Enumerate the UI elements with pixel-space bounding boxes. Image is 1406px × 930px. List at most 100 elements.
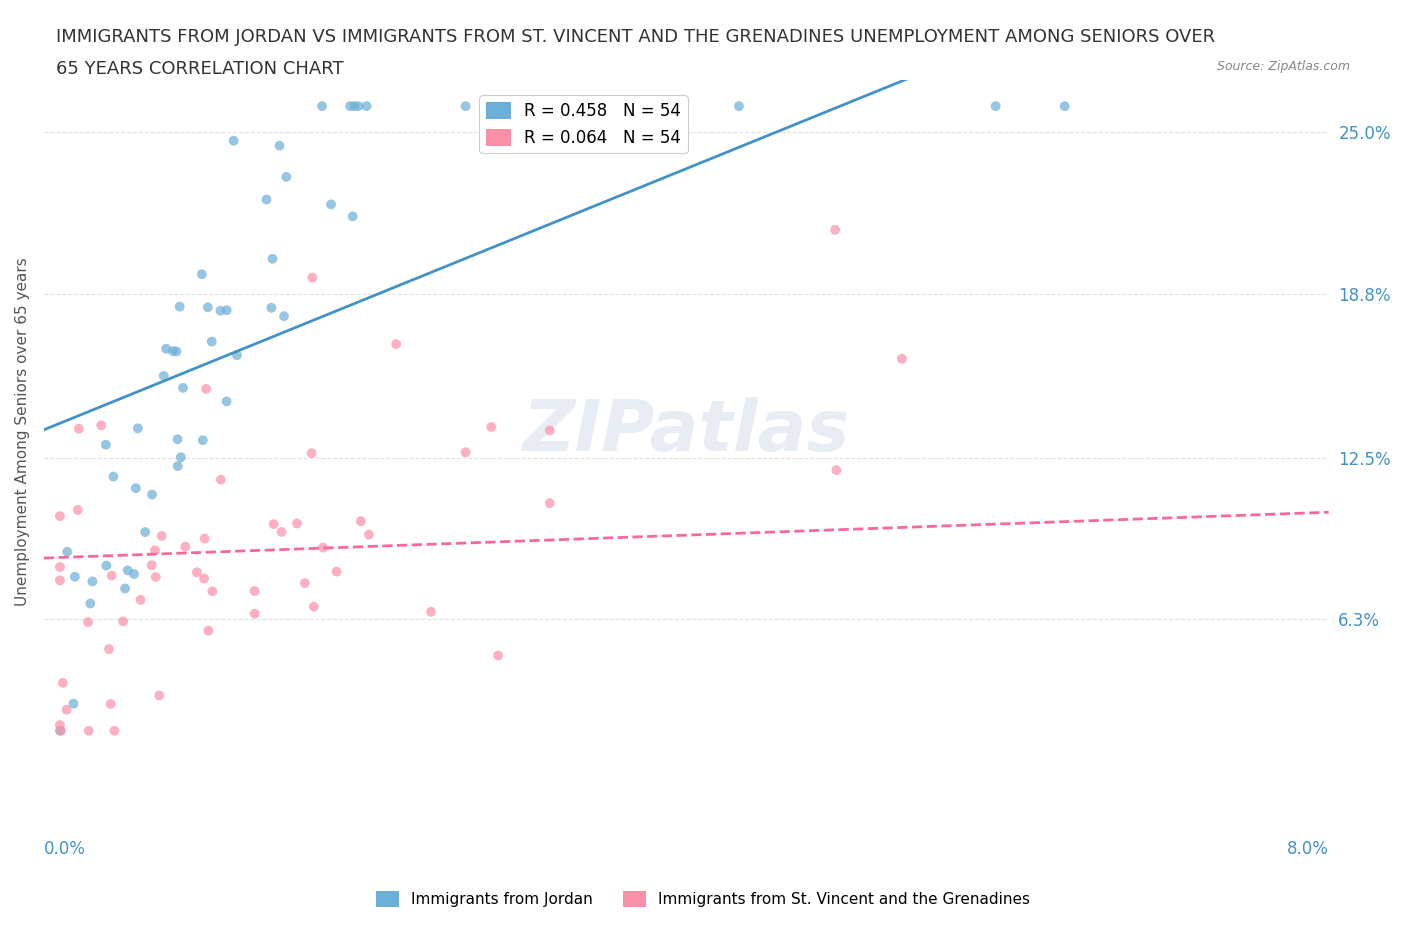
Immigrants from St. Vincent and the Grenadines	[100, 697, 122, 711]
Immigrants from Jordan	[269, 139, 291, 153]
Immigrants from Jordan	[191, 267, 214, 282]
Immigrants from St. Vincent and the Grenadines	[263, 517, 285, 532]
Immigrants from Jordan	[226, 348, 249, 363]
Immigrants from Jordan	[155, 341, 177, 356]
Immigrants from St. Vincent and the Grenadines	[350, 513, 373, 528]
Immigrants from Jordan	[165, 344, 187, 359]
Immigrants from Jordan	[172, 380, 194, 395]
Immigrants from Jordan	[96, 558, 118, 573]
Immigrants from St. Vincent and the Grenadines	[103, 724, 125, 738]
Text: 8.0%: 8.0%	[1286, 840, 1329, 858]
Immigrants from St. Vincent and the Grenadines	[49, 573, 72, 588]
Immigrants from Jordan	[49, 724, 72, 738]
Immigrants from St. Vincent and the Grenadines	[890, 352, 912, 366]
Immigrants from Jordan	[56, 544, 79, 559]
Immigrants from Jordan	[260, 300, 283, 315]
Immigrants from St. Vincent and the Grenadines	[825, 463, 848, 478]
Immigrants from St. Vincent and the Grenadines	[49, 560, 72, 575]
Immigrants from Jordan	[984, 99, 1007, 113]
Immigrants from St. Vincent and the Grenadines	[150, 528, 173, 543]
Immigrants from Jordan	[79, 596, 101, 611]
Immigrants from St. Vincent and the Grenadines	[129, 592, 152, 607]
Immigrants from Jordan	[166, 432, 188, 446]
Immigrants from Jordan	[153, 368, 176, 383]
Immigrants from Jordan	[276, 169, 298, 184]
Immigrants from Jordan	[191, 432, 214, 447]
Immigrants from St. Vincent and the Grenadines	[143, 543, 166, 558]
Immigrants from St. Vincent and the Grenadines	[209, 472, 232, 487]
Immigrants from Jordan	[339, 99, 361, 113]
Immigrants from Jordan	[222, 133, 245, 148]
Immigrants from St. Vincent and the Grenadines	[141, 558, 163, 573]
Text: IMMIGRANTS FROM JORDAN VS IMMIGRANTS FROM ST. VINCENT AND THE GRENADINES UNEMPLO: IMMIGRANTS FROM JORDAN VS IMMIGRANTS FRO…	[56, 28, 1215, 46]
Immigrants from St. Vincent and the Grenadines	[357, 527, 380, 542]
Immigrants from Jordan	[125, 481, 148, 496]
Immigrants from Jordan	[319, 197, 342, 212]
Immigrants from St. Vincent and the Grenadines	[285, 516, 308, 531]
Text: 65 YEARS CORRELATION CHART: 65 YEARS CORRELATION CHART	[56, 60, 344, 78]
Immigrants from St. Vincent and the Grenadines	[174, 539, 197, 554]
Immigrants from Jordan	[209, 303, 232, 318]
Immigrants from St. Vincent and the Grenadines	[325, 565, 347, 579]
Immigrants from St. Vincent and the Grenadines	[243, 606, 266, 621]
Immigrants from Jordan	[94, 437, 117, 452]
Immigrants from Jordan	[169, 299, 191, 314]
Immigrants from St. Vincent and the Grenadines	[479, 419, 502, 434]
Immigrants from St. Vincent and the Grenadines	[824, 222, 846, 237]
Immigrants from Jordan	[127, 421, 149, 436]
Immigrants from St. Vincent and the Grenadines	[112, 614, 135, 629]
Immigrants from St. Vincent and the Grenadines	[197, 623, 219, 638]
Immigrants from St. Vincent and the Grenadines	[77, 724, 100, 738]
Immigrants from St. Vincent and the Grenadines	[193, 571, 215, 586]
Immigrants from St. Vincent and the Grenadines	[454, 445, 477, 459]
Immigrants from Jordan	[170, 450, 193, 465]
Immigrants from Jordan	[342, 209, 364, 224]
Immigrants from St. Vincent and the Grenadines	[420, 604, 443, 619]
Immigrants from St. Vincent and the Grenadines	[97, 642, 120, 657]
Immigrants from St. Vincent and the Grenadines	[270, 525, 292, 539]
Immigrants from Jordan	[356, 99, 378, 113]
Immigrants from St. Vincent and the Grenadines	[243, 583, 266, 598]
Immigrants from St. Vincent and the Grenadines	[194, 531, 217, 546]
Immigrants from St. Vincent and the Grenadines	[67, 421, 90, 436]
Immigrants from Jordan	[454, 99, 477, 113]
Immigrants from Jordan	[273, 309, 295, 324]
Y-axis label: Unemployment Among Seniors over 65 years: Unemployment Among Seniors over 65 years	[15, 257, 30, 605]
Immigrants from St. Vincent and the Grenadines	[301, 271, 323, 286]
Immigrants from St. Vincent and the Grenadines	[312, 540, 335, 555]
Immigrants from St. Vincent and the Grenadines	[77, 615, 100, 630]
Immigrants from Jordan	[347, 99, 370, 113]
Immigrants from Jordan	[262, 251, 284, 266]
Immigrants from St. Vincent and the Grenadines	[90, 418, 112, 432]
Immigrants from Jordan	[62, 697, 84, 711]
Immigrants from Jordan	[63, 569, 86, 584]
Immigrants from St. Vincent and the Grenadines	[148, 688, 170, 703]
Immigrants from Jordan	[141, 487, 163, 502]
Immigrants from St. Vincent and the Grenadines	[49, 509, 72, 524]
Immigrants from Jordan	[82, 574, 104, 589]
Immigrants from St. Vincent and the Grenadines	[195, 381, 218, 396]
Immigrants from St. Vincent and the Grenadines	[294, 576, 316, 591]
Immigrants from St. Vincent and the Grenadines	[145, 569, 167, 584]
Immigrants from St. Vincent and the Grenadines	[201, 584, 224, 599]
Immigrants from Jordan	[162, 343, 184, 358]
Immigrants from St. Vincent and the Grenadines	[49, 724, 72, 738]
Immigrants from Jordan	[166, 458, 188, 473]
Immigrants from St. Vincent and the Grenadines	[49, 718, 72, 733]
Immigrants from St. Vincent and the Grenadines	[66, 502, 89, 517]
Immigrants from St. Vincent and the Grenadines	[100, 568, 122, 583]
Immigrants from Jordan	[517, 99, 540, 113]
Immigrants from Jordan	[572, 99, 595, 113]
Immigrants from Jordan	[728, 99, 751, 113]
Immigrants from Jordan	[311, 99, 333, 113]
Immigrants from Jordan	[197, 299, 219, 314]
Immigrants from Jordan	[114, 581, 136, 596]
Immigrants from St. Vincent and the Grenadines	[186, 565, 208, 579]
Immigrants from Jordan	[256, 193, 278, 207]
Immigrants from St. Vincent and the Grenadines	[486, 648, 509, 663]
Immigrants from Jordan	[215, 303, 238, 318]
Immigrants from Jordan	[215, 394, 238, 409]
Immigrants from St. Vincent and the Grenadines	[538, 423, 561, 438]
Immigrants from St. Vincent and the Grenadines	[55, 702, 77, 717]
Immigrants from St. Vincent and the Grenadines	[538, 496, 561, 511]
